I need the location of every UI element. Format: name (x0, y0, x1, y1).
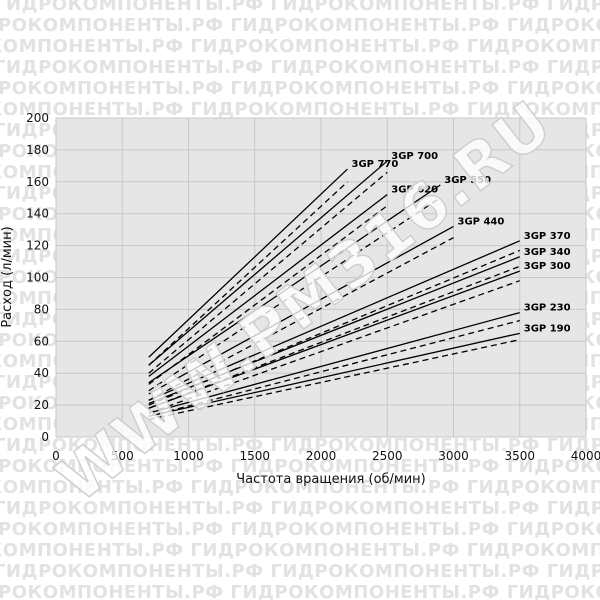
series-line-dashed (148, 319, 520, 417)
y-tick-label: 20 (34, 398, 49, 412)
series-lines (148, 160, 521, 421)
series-line-solid (148, 168, 348, 358)
series-line-solid (148, 225, 454, 395)
series-line-solid (148, 332, 520, 417)
y-tick-label: 100 (26, 271, 49, 285)
x-tick-label: 1000 (173, 449, 204, 463)
y-tick-label: 160 (26, 175, 49, 189)
series-label: 3GP 300 (524, 261, 571, 272)
series-line-dashed (148, 339, 520, 421)
series-line-solid (148, 311, 520, 414)
y-tick-label: 40 (34, 366, 49, 380)
x-tick-label: 4000 (571, 449, 600, 463)
x-tick-label: 3000 (438, 449, 469, 463)
watermark-row: ГИДРОКОМПОНЕНТЫ.РФ ГИДРОКОМПОНЕНТЫ.РФ ГИ… (0, 15, 600, 36)
series-line-dashed (148, 181, 348, 366)
y-tick-label: 140 (26, 207, 49, 221)
series-label: 3GP 190 (524, 323, 571, 334)
series-line-solid (148, 194, 388, 377)
series-label: 3GP 230 (524, 303, 571, 314)
x-axis-title: Частота вращения (об/мин) (236, 472, 426, 487)
y-tick-label: 120 (26, 239, 49, 253)
series-line-dashed (148, 197, 441, 392)
series-label: 3GP 340 (524, 247, 571, 258)
series-line-solid (148, 184, 441, 384)
watermark-row: ГИДРОКОМПОНЕНТЫ.РФ ГИДРОКОМПОНЕНТЫ.РФ ГИ… (0, 519, 600, 540)
series-line-solid (148, 240, 521, 401)
watermark-row: ГИДРОКОМПОНЕНТЫ.РФ ГИДРОКОМПОНЕНТЫ.РФ ГИ… (0, 99, 600, 120)
series-label: 3GP 370 (524, 231, 571, 242)
y-tick-label: 0 (41, 430, 49, 444)
watermark-row: ГИДРОКОМПОНЕНТЫ.РФ ГИДРОКОМПОНЕНТЫ.РФ ГИ… (0, 0, 600, 15)
series-label: 3GP 620 (391, 185, 438, 196)
watermark-row: ГИДРОКОМПОНЕНТЫ.РФ ГИДРОКОМПОНЕНТЫ.РФ ГИ… (0, 456, 600, 477)
watermark-row: ГИДРОКОМПОНЕНТЫ.РФ ГИДРОКОМПОНЕНТЫ.РФ ГИ… (0, 78, 600, 99)
grid-lines (55, 117, 587, 438)
y-tick-label: 180 (26, 143, 49, 157)
series-line-dashed (148, 265, 520, 409)
x-tick-label: 3500 (504, 449, 535, 463)
x-tick-label: 0 (52, 449, 60, 463)
watermark-row: ГИДРОКОМПОНЕНТЫ.РФ ГИДРОКОМПОНЕНТЫ.РФ ГИ… (0, 57, 600, 78)
series-label: 3GP 440 (458, 216, 505, 227)
series-line-dashed (148, 280, 520, 414)
series-line-solid (148, 256, 520, 405)
watermark-row: ГИДРОКОМПОНЕНТЫ.РФ ГИДРОКОМПОНЕНТЫ.РФ ГИ… (0, 582, 600, 600)
series-label: 3GP 550 (444, 175, 491, 186)
watermark-row: ГИДРОКОМПОНЕНТЫ.РФ ГИДРОКОМПОНЕНТЫ.РФ ГИ… (0, 435, 600, 456)
watermark-row: ГИДРОКОМПОНЕНТЫ.РФ ГИДРОКОМПОНЕНТЫ.РФ ГИ… (0, 498, 600, 519)
series-label: 3GP 770 (352, 159, 399, 170)
y-tick-label: 60 (34, 334, 49, 348)
series-line-solid (148, 270, 520, 409)
watermark-row: ГИДРОКОМПОНЕНТЫ.РФ ГИДРОКОМПОНЕНТЫ.РФ ГИ… (0, 36, 600, 57)
y-tick-label: 80 (34, 302, 49, 316)
x-tick-label: 2500 (372, 449, 403, 463)
x-axis-ticks: 0 500 1000 1500 2000 2500 3000 3500 4000 (52, 449, 600, 463)
y-axis-title: Расход (л/мин) (0, 226, 15, 327)
series-label: 3GP 700 (391, 151, 438, 162)
series-line-solid (148, 160, 388, 366)
x-tick-label: 500 (111, 449, 134, 463)
watermark-row: ГИДРОКОМПОНЕНТЫ.РФ ГИДРОКОМПОНЕНТЫ.РФ ГИ… (0, 561, 600, 582)
watermark-row: ГИДРОКОМПОНЕНТЫ.РФ ГИДРОКОМПОНЕНТЫ.РФ ГИ… (0, 540, 600, 561)
watermark-row: ГИДРОКОМПОНЕНТЫ.РФ ГИДРОКОМПОНЕНТЫ.РФ ГИ… (0, 477, 600, 498)
y-axis-ticks: 0 20 40 60 80 100 120 140 160 180 200 (26, 111, 49, 444)
series-line-dashed (148, 237, 454, 401)
x-tick-label: 2000 (306, 449, 337, 463)
series-line-dashed (148, 249, 521, 406)
y-tick-label: 200 (26, 111, 49, 125)
x-tick-label: 1500 (239, 449, 270, 463)
series-line-dashed (148, 171, 388, 374)
